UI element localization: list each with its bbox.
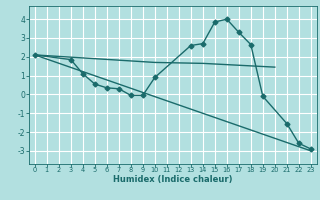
X-axis label: Humidex (Indice chaleur): Humidex (Indice chaleur) (113, 175, 233, 184)
